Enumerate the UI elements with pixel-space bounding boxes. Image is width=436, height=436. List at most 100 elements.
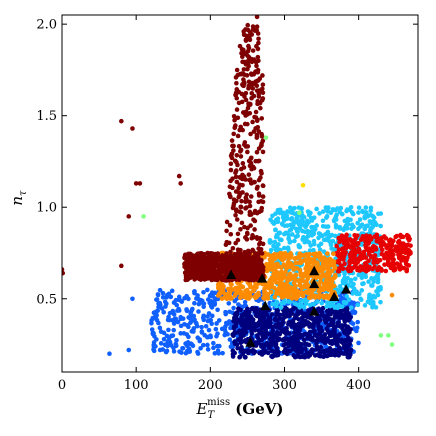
data-point xyxy=(224,296,230,302)
data-point xyxy=(342,323,348,328)
data-point xyxy=(288,338,294,344)
data-point xyxy=(324,215,329,220)
data-point xyxy=(189,257,194,263)
data-point xyxy=(332,329,337,334)
data-point xyxy=(233,91,239,97)
data-point xyxy=(289,296,295,301)
data-point xyxy=(211,340,216,346)
data-point xyxy=(248,177,253,182)
data-point xyxy=(277,312,283,318)
data-point xyxy=(219,296,225,301)
data-point xyxy=(239,284,245,290)
data-point xyxy=(323,339,328,345)
data-point xyxy=(259,97,265,103)
data-point xyxy=(234,152,240,158)
data-point xyxy=(253,69,258,74)
data-point xyxy=(292,322,297,327)
data-point xyxy=(296,205,302,210)
data-point xyxy=(278,305,284,310)
data-point xyxy=(344,294,350,299)
data-point xyxy=(371,215,377,220)
data-point xyxy=(332,216,338,222)
data-point xyxy=(400,241,406,246)
data-point xyxy=(344,226,350,231)
y-tick-label: 1.5 xyxy=(36,109,57,124)
data-point xyxy=(235,72,241,78)
data-point xyxy=(317,247,323,253)
data-point xyxy=(158,341,164,346)
data-point xyxy=(180,316,186,321)
x-axis-label: ETmiss (GeV) xyxy=(196,397,284,421)
data-point xyxy=(280,253,286,258)
data-point xyxy=(188,311,193,316)
data-point xyxy=(164,333,170,339)
data-point xyxy=(302,298,308,304)
data-point xyxy=(213,326,219,332)
data-point xyxy=(287,228,293,233)
data-point xyxy=(210,265,215,270)
data-point xyxy=(268,257,273,263)
data-point xyxy=(292,238,297,244)
data-point xyxy=(325,224,331,229)
data-point xyxy=(335,206,340,211)
data-point xyxy=(348,204,354,210)
data-point xyxy=(238,348,244,354)
data-point xyxy=(205,347,211,352)
data-point xyxy=(343,300,349,306)
data-point xyxy=(232,293,238,298)
data-point xyxy=(163,349,169,355)
data-point xyxy=(236,100,242,106)
data-point xyxy=(202,332,207,338)
data-point xyxy=(237,328,242,333)
data-point xyxy=(237,336,243,341)
data-point xyxy=(329,300,335,306)
data-point xyxy=(324,259,330,264)
data-point xyxy=(268,277,273,283)
data-point xyxy=(352,310,358,316)
y-axis-label: nτ xyxy=(8,190,29,206)
data-point xyxy=(219,326,225,332)
data-point xyxy=(224,228,229,234)
data-point xyxy=(173,316,179,322)
data-point xyxy=(378,299,383,305)
data-point xyxy=(229,138,235,143)
data-point xyxy=(277,325,283,331)
data-point xyxy=(272,256,278,261)
data-point xyxy=(317,250,322,256)
data-point xyxy=(328,285,334,291)
data-point xyxy=(279,237,284,243)
data-point xyxy=(214,256,220,262)
data-point xyxy=(273,318,279,323)
data-point xyxy=(233,170,238,176)
data-point xyxy=(234,107,240,112)
data-point xyxy=(315,274,321,279)
data-point xyxy=(334,243,340,249)
data-point xyxy=(202,276,207,281)
data-point xyxy=(372,264,377,270)
data-point xyxy=(385,243,391,248)
data-point xyxy=(374,232,380,238)
data-point xyxy=(187,316,193,321)
data-point xyxy=(310,348,315,354)
data-point xyxy=(233,240,238,246)
data-point xyxy=(254,186,260,191)
data-point xyxy=(228,231,234,237)
data-point xyxy=(346,242,351,248)
data-point xyxy=(377,285,383,291)
data-point xyxy=(307,324,312,329)
data-point xyxy=(235,247,241,252)
data-point xyxy=(288,260,293,266)
data-point xyxy=(281,315,286,321)
data-point xyxy=(334,212,339,218)
data-point xyxy=(383,236,389,241)
data-point xyxy=(284,223,290,228)
data-point xyxy=(323,272,329,278)
y-tick-label: 0.5 xyxy=(36,292,57,307)
data-point xyxy=(396,238,402,244)
data-point xyxy=(255,158,261,164)
outlier-point xyxy=(141,214,146,219)
x-tick-label: 300 xyxy=(272,378,297,393)
data-point xyxy=(322,332,328,337)
data-point xyxy=(307,251,312,257)
data-point xyxy=(311,241,317,247)
